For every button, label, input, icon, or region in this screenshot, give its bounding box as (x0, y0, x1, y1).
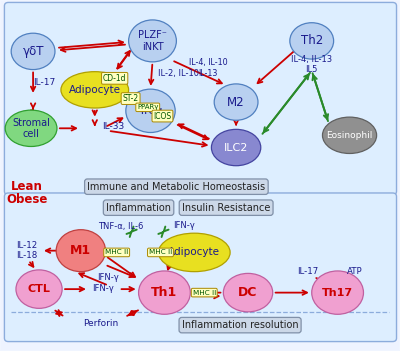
Text: PPARγ: PPARγ (137, 104, 158, 110)
Ellipse shape (214, 84, 258, 120)
Text: IL-4, IL-10
IL-13: IL-4, IL-10 IL-13 (189, 58, 228, 78)
Text: Th1: Th1 (151, 286, 178, 299)
Text: IL-12
IL-18: IL-12 IL-18 (16, 241, 38, 260)
Text: IFN-γ: IFN-γ (92, 284, 114, 293)
Text: Immune and Metabolic Homeostasis: Immune and Metabolic Homeostasis (87, 182, 266, 192)
Text: ICOS: ICOS (153, 112, 172, 120)
Ellipse shape (5, 110, 57, 146)
Ellipse shape (56, 230, 106, 272)
FancyBboxPatch shape (4, 2, 396, 195)
Text: IL-17: IL-17 (33, 78, 55, 87)
Text: Insulin Resistance: Insulin Resistance (182, 203, 270, 213)
Text: M1: M1 (70, 244, 92, 257)
Text: Lean: Lean (11, 180, 43, 193)
Text: IL-33: IL-33 (102, 122, 125, 131)
Text: TNF-α, IL-6: TNF-α, IL-6 (98, 222, 143, 231)
Text: PLZF⁻
iNKT: PLZF⁻ iNKT (138, 30, 167, 52)
Text: MHC II: MHC II (193, 290, 216, 296)
Text: IFN-γ: IFN-γ (97, 273, 119, 282)
Text: IL-17: IL-17 (297, 267, 318, 276)
Ellipse shape (138, 271, 190, 314)
FancyBboxPatch shape (4, 193, 396, 342)
Text: γδT: γδT (22, 45, 44, 58)
Text: CD-1d: CD-1d (103, 74, 126, 83)
Text: Perforin: Perforin (83, 319, 118, 327)
Text: ILC2: ILC2 (224, 143, 248, 153)
Text: M2: M2 (227, 95, 245, 108)
Ellipse shape (158, 233, 230, 272)
Ellipse shape (126, 89, 175, 132)
Ellipse shape (129, 20, 176, 62)
Text: IL-2, IL-10: IL-2, IL-10 (158, 68, 199, 78)
Text: Eosinophil: Eosinophil (326, 131, 373, 140)
Ellipse shape (11, 33, 55, 69)
Text: Th2: Th2 (301, 34, 323, 47)
Text: Inflammation: Inflammation (106, 203, 171, 213)
Ellipse shape (223, 273, 273, 312)
Ellipse shape (312, 271, 364, 314)
Text: CTL: CTL (28, 284, 50, 294)
Text: ATP: ATP (347, 267, 362, 276)
Text: MHC II: MHC II (105, 250, 128, 256)
Text: Inflammation resolution: Inflammation resolution (182, 320, 298, 330)
Ellipse shape (61, 72, 129, 108)
Ellipse shape (212, 130, 261, 166)
Text: Adipocyte: Adipocyte (168, 247, 220, 257)
Ellipse shape (322, 117, 377, 153)
Ellipse shape (16, 270, 62, 308)
Text: ST-2: ST-2 (122, 94, 139, 103)
Text: Obese: Obese (6, 193, 48, 206)
Text: Stromal
cell: Stromal cell (12, 118, 50, 139)
Text: Treg: Treg (139, 106, 162, 116)
Text: Th17: Th17 (322, 287, 353, 298)
Text: IL-4, IL-13
IL5: IL-4, IL-13 IL5 (291, 55, 332, 74)
Text: Adipocyte: Adipocyte (69, 85, 121, 95)
Text: DC: DC (238, 286, 258, 299)
Text: MHC II: MHC II (149, 250, 172, 256)
Text: IFN-γ: IFN-γ (174, 221, 195, 230)
Ellipse shape (290, 23, 334, 59)
